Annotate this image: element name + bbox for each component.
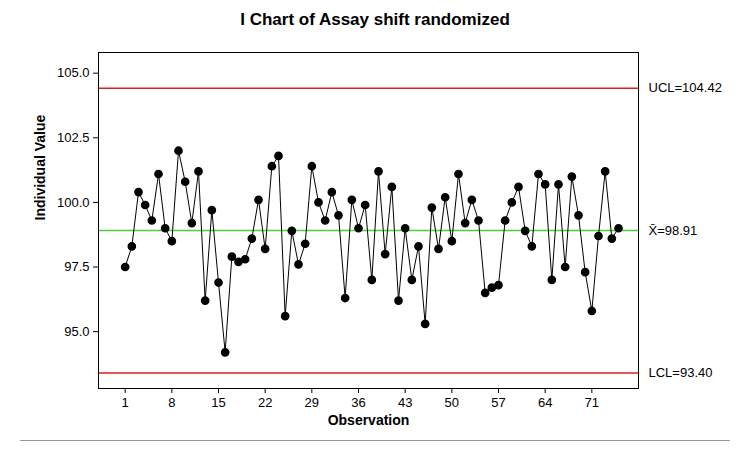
svg-text:50: 50 — [445, 395, 459, 410]
svg-text:X̄=98.91: X̄=98.91 — [649, 223, 698, 238]
svg-text:UCL=104.42: UCL=104.42 — [649, 80, 722, 95]
svg-text:71: 71 — [585, 395, 599, 410]
svg-text:57: 57 — [491, 395, 505, 410]
svg-text:15: 15 — [211, 395, 225, 410]
svg-text:105.0: 105.0 — [57, 65, 90, 80]
svg-text:22: 22 — [258, 395, 272, 410]
svg-text:100.0: 100.0 — [57, 195, 90, 210]
svg-text:29: 29 — [305, 395, 319, 410]
svg-text:Observation: Observation — [328, 412, 410, 428]
svg-text:Individual Value: Individual Value — [32, 114, 48, 220]
svg-text:102.5: 102.5 — [57, 130, 90, 145]
svg-text:64: 64 — [538, 395, 552, 410]
svg-text:36: 36 — [351, 395, 365, 410]
svg-text:95.0: 95.0 — [64, 324, 89, 339]
svg-text:8: 8 — [168, 395, 175, 410]
svg-text:43: 43 — [398, 395, 412, 410]
svg-text:1: 1 — [122, 395, 129, 410]
svg-text:LCL=93.40: LCL=93.40 — [649, 365, 713, 380]
html-text:I Chart of Assay shift randomi: I Chart of Assay shift randomized — [240, 10, 510, 29]
svg-text:97.5: 97.5 — [64, 259, 89, 274]
